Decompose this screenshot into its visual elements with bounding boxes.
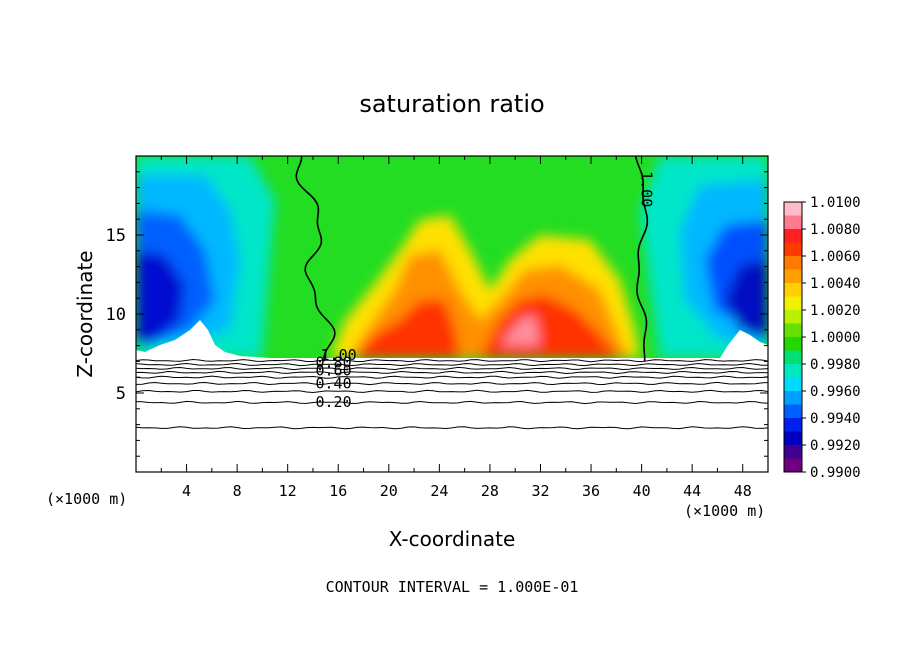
saturation-contour-right [634, 155, 649, 362]
colorbar-swatch [784, 445, 802, 459]
x-tick-label: 36 [582, 482, 600, 500]
colorbar-label: 1.0000 [810, 330, 861, 346]
colorbar-swatch [784, 323, 802, 338]
colorbar-label: 0.9980 [810, 357, 861, 373]
colorbar-label: 1.0100 [810, 195, 861, 211]
contour-label: 0.40 [315, 374, 351, 392]
x-tick-label: 16 [329, 482, 347, 500]
contour-line [135, 389, 769, 394]
colorbar-swatch [784, 215, 802, 230]
colorbar-swatch [784, 296, 802, 311]
y-tick-label: 10 [106, 305, 126, 325]
colorbar-swatch [784, 391, 802, 405]
contour-label: 0.80 [315, 354, 351, 372]
unshaded-region [136, 320, 768, 358]
colorbar-label: 1.0080 [810, 222, 861, 238]
x-unit-left: (×1000 m) [46, 490, 127, 508]
x-tick-label: 20 [380, 482, 398, 500]
colorbar-swatch [784, 418, 802, 432]
contour-label: 0.60 [315, 362, 351, 380]
y-axis-label: Z-coordinate [73, 250, 97, 377]
colorbar-label: 0.9960 [810, 384, 861, 400]
contour-line [135, 358, 769, 363]
x-tick-label: 28 [481, 482, 499, 500]
contour-lines [135, 155, 769, 430]
colorbar-swatch [784, 283, 802, 297]
colorbar-label: 0.9940 [810, 411, 861, 427]
contour-label: 0.20 [315, 393, 351, 411]
x-tick-label: 24 [430, 482, 448, 500]
colorbar-swatch [784, 404, 802, 419]
contour-line [135, 375, 769, 379]
contour-label: 1.00 [638, 171, 656, 207]
colorbar-swatch [784, 256, 802, 270]
contour-interval-footer: CONTOUR INTERVAL = 1.000E-01 [326, 578, 579, 596]
colorbar-swatch [784, 431, 802, 446]
colorbar-swatch [784, 377, 802, 392]
contour-label: 1.00 [321, 346, 357, 364]
y-tick-label: 5 [116, 384, 126, 404]
colorbar-swatch [784, 458, 802, 473]
colorbar-swatch [784, 269, 802, 284]
colorbar-label: 1.0020 [810, 303, 861, 319]
colorbar-label: 1.0060 [810, 249, 861, 265]
colorbar-swatch [784, 364, 802, 378]
colorbar-label: 0.9920 [810, 438, 861, 454]
x-unit-right: (×1000 m) [684, 502, 765, 520]
x-axis-label: X-coordinate [389, 527, 516, 551]
colorbar-swatch [784, 242, 802, 257]
heatmap-field [136, 156, 768, 358]
x-axis-ticks: 4 8 12 16 20 24 28 32 36 40 44 48 [160, 156, 752, 500]
contour-line [135, 366, 769, 371]
colorbar-swatch [784, 310, 802, 324]
colorbar-label: 0.9900 [810, 465, 861, 481]
colorbar-swatch [784, 229, 802, 243]
contour-line [135, 381, 769, 386]
y-tick-label: 15 [106, 226, 126, 246]
contour-line [135, 426, 769, 430]
colorbar-label: 1.0040 [810, 276, 861, 292]
colorbar: 1.0100 1.0080 1.0060 1.0040 1.0020 1.0000 0.99… [783, 195, 861, 481]
colorbar-swatch [784, 202, 802, 216]
colorbar-swatch [784, 350, 802, 365]
x-tick-label: 8 [233, 482, 242, 500]
colorbar-swatch [784, 337, 802, 351]
chart-title: saturation ratio [359, 90, 544, 118]
y-axis-ticks: 5 10 15 [106, 171, 768, 457]
saturation-contour-left [295, 155, 336, 362]
contour-line [135, 400, 769, 405]
contour-line [135, 362, 768, 367]
x-tick-label: 4 [182, 482, 191, 500]
x-tick-label: 12 [279, 482, 297, 500]
x-tick-label: 40 [633, 482, 651, 500]
x-tick-label: 44 [683, 482, 701, 500]
contour-labels: 1.000.800.600.400.201.00 [315, 171, 655, 411]
x-tick-label: 32 [531, 482, 549, 500]
contour-line [135, 370, 769, 375]
x-tick-label: 48 [734, 482, 752, 500]
